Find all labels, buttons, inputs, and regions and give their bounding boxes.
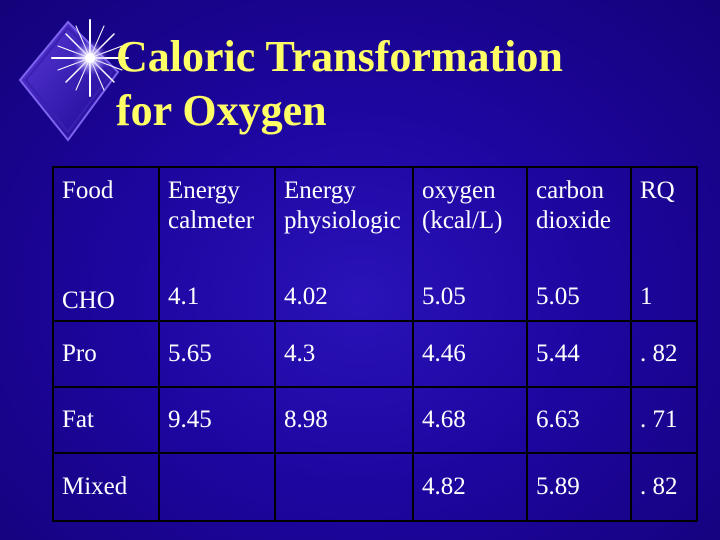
table-cell: CHO (52, 254, 160, 322)
header-cell: RQ (630, 166, 698, 254)
header-cell: oxygen (kcal/L) (412, 166, 528, 254)
slide-title-line-2: for Oxygen (116, 86, 327, 135)
table-cell: Fat (52, 386, 160, 454)
header-cell: carbon dioxide (526, 166, 632, 254)
table-cell: 5.44 (526, 320, 632, 388)
table-cell: 5.05 (412, 254, 528, 322)
header-cell-line: RQ (640, 177, 675, 204)
header-cell-line: dioxide (536, 207, 611, 234)
table-row: CHO 4.1 4.02 5.05 5.05 1 (52, 254, 698, 322)
table-cell: 6.63 (526, 386, 632, 454)
header-cell-line: Energy (168, 177, 240, 204)
caloric-table: Food Energy calmeter Energy physiologic ox… (52, 166, 698, 522)
table-cell: . 71 (630, 386, 698, 454)
header-cell-line: Food (62, 177, 114, 204)
slide-title: Caloric Transformation for Oxygen (116, 30, 563, 138)
header-cell: Energy calmeter (158, 166, 276, 254)
table-cell: 1 (630, 254, 698, 322)
header-cell-line: oxygen (422, 177, 496, 204)
table-row: Mixed 4.82 5.89 . 82 (52, 452, 698, 522)
table-header-row: Food Energy calmeter Energy physiologic ox… (52, 166, 698, 254)
table-cell: Pro (52, 320, 160, 388)
table-cell: 8.98 (274, 386, 414, 454)
table-cell (158, 452, 276, 522)
table-cell: 4.82 (412, 452, 528, 522)
table-cell: 5.89 (526, 452, 632, 522)
header-cell-line: carbon (536, 177, 605, 204)
header-cell-line: Energy (284, 177, 356, 204)
starburst-diamond-icon (18, 19, 129, 142)
table-cell: 4.1 (158, 254, 276, 322)
slide-title-line-1: Caloric Transformation (116, 32, 563, 81)
table-cell: 9.45 (158, 386, 276, 454)
table-cell: 4.46 (412, 320, 528, 388)
table-cell: Mixed (52, 452, 160, 522)
table-row: Fat 9.45 8.98 4.68 6.63 . 71 (52, 386, 698, 454)
header-cell-line: calmeter (168, 207, 255, 234)
header-cell: Food (52, 166, 160, 254)
table-cell: . 82 (630, 320, 698, 388)
table-cell: . 82 (630, 452, 698, 522)
header-cell-line: (kcal/L) (422, 207, 503, 234)
table-cell (274, 452, 414, 522)
table-cell: 5.65 (158, 320, 276, 388)
header-cell: Energy physiologic (274, 166, 414, 254)
table-cell: 4.3 (274, 320, 414, 388)
table-cell: 4.02 (274, 254, 414, 322)
table-row: Pro 5.65 4.3 4.46 5.44 . 82 (52, 320, 698, 388)
table-cell: 5.05 (526, 254, 632, 322)
header-cell-line: physiologic (284, 207, 401, 234)
table-cell: 4.68 (412, 386, 528, 454)
